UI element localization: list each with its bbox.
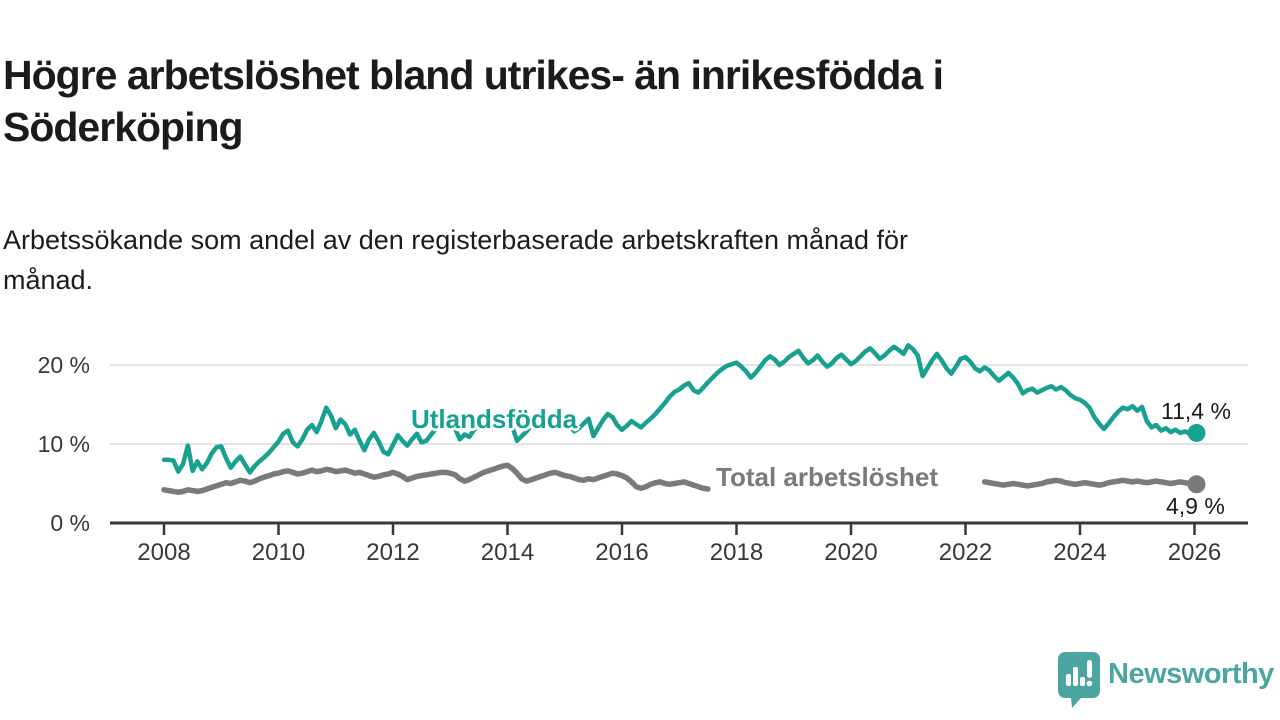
page-subtitle: Arbetssökande som andel av den registerb…: [3, 220, 1203, 300]
page-subtitle-line2: månad.: [3, 265, 94, 295]
x-axis-tick-label: 2016: [595, 539, 649, 566]
end-value-label-utlandsfodda: 11,4 %: [1161, 398, 1231, 424]
logo-bar-2: [1073, 667, 1078, 686]
page-title-line2: Söderköping: [3, 104, 244, 151]
end-value-label-total: 4,9 %: [1166, 493, 1225, 519]
x-axis-tick-label: 2014: [480, 539, 535, 566]
y-axis-tick-label: 0 %: [50, 510, 90, 536]
page-title: Högre arbetslöshet bland utrikes- än inr…: [3, 49, 1183, 153]
x-axis-tick-label: 2024: [1053, 539, 1107, 566]
logo-bar-1: [1066, 674, 1071, 686]
x-axis-tick-label: 2008: [137, 539, 191, 566]
page-title-line1: Högre arbetslöshet bland utrikes- än inr…: [3, 52, 944, 99]
speech-bubble-shape: [1058, 652, 1100, 708]
newsworthy-logo: Newsworthy: [1056, 650, 1280, 710]
logo-exclamation-dot: [1086, 680, 1093, 687]
x-axis-tick-label: 2020: [824, 539, 878, 566]
y-axis-tick-label: 10 %: [37, 431, 90, 457]
newsworthy-logo-icon: [1058, 652, 1100, 708]
x-axis-tick-label: 2018: [709, 539, 764, 566]
series-line-utlandsfodda: [161, 343, 1197, 475]
y-axis-tick-label: 20 %: [37, 352, 90, 378]
x-axis-tick-label: 2010: [251, 539, 306, 566]
x-axis-tick-label: 2012: [366, 539, 420, 566]
logo-bar-3: [1080, 677, 1085, 686]
series-end-dot-utlandsfodda: [1187, 423, 1206, 442]
series-label-total-arbetsloshet: Total arbetslöshet: [716, 462, 939, 492]
x-axis-tick-label: 2026: [1167, 539, 1222, 566]
logo-exclamation-bar: [1087, 660, 1092, 678]
page-subtitle-line1: Arbetssökande som andel av den registerb…: [3, 225, 909, 255]
series-end-dot-total: [1187, 475, 1206, 494]
x-axis-tick-label: 2022: [938, 539, 993, 566]
series-line-total: [161, 462, 1198, 495]
newsworthy-logo-text: Newsworthy: [1108, 658, 1274, 690]
series-label-utlandsfodda: Utlandsfödda: [411, 404, 578, 434]
